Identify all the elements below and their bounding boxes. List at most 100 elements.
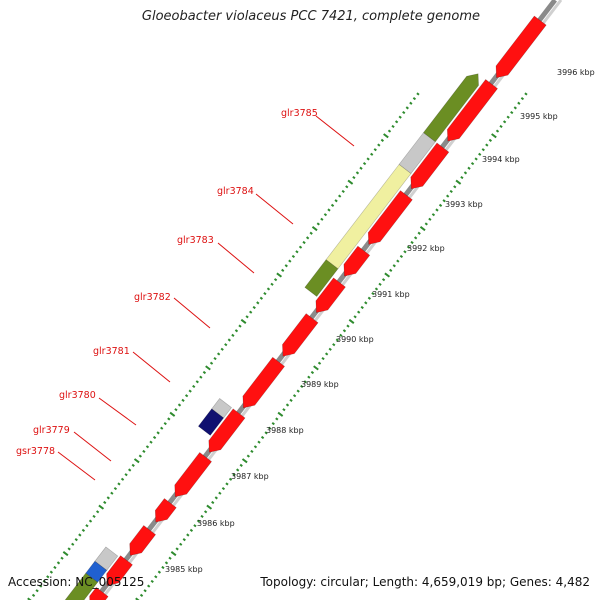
scale-tick: [303, 380, 307, 384]
scale-tick: [205, 365, 211, 371]
kbp-label: 3995 kbp: [520, 112, 558, 121]
gene-feature-olive[interactable]: [423, 73, 479, 143]
kbp-label: 3985 kbp: [165, 565, 203, 574]
gene-arrow-reverse[interactable]: [89, 586, 109, 600]
scale-tick: [152, 435, 157, 440]
gene-label[interactable]: glr3781: [93, 346, 130, 357]
gene-arrow-reverse[interactable]: [367, 190, 413, 245]
topology-text: Topology: circular; Length: 4,659,019 bp…: [260, 575, 590, 589]
scale-tick: [53, 565, 57, 570]
gene-arrow-reverse[interactable]: [242, 356, 286, 409]
scale-tick: [410, 240, 414, 245]
scale-tick: [252, 305, 256, 310]
gene-arrow-reverse[interactable]: [208, 408, 246, 453]
scale-tick: [491, 133, 497, 139]
scale-tick: [284, 264, 288, 268]
scale-tick: [396, 259, 400, 263]
scale-tick: [431, 213, 436, 217]
scale-tick: [288, 259, 292, 263]
scale-tick: [374, 287, 379, 291]
scale-tick: [260, 435, 265, 440]
scale-tick: [321, 357, 325, 361]
scale-tick: [307, 375, 311, 379]
scale-tick: [224, 343, 228, 347]
scale-tick: [332, 343, 336, 347]
scale-tick: [199, 375, 203, 379]
gene-arrow-reverse[interactable]: [282, 313, 319, 357]
scale-tick: [392, 264, 396, 268]
scale-tick: [417, 231, 421, 235]
map-title: Gloeobacter violaceus PCC 7421, complete…: [141, 9, 480, 24]
scale-tick: [481, 148, 485, 152]
gene-label[interactable]: glr3785: [281, 108, 318, 119]
scale-tick: [145, 445, 150, 449]
scale-tick: [266, 287, 271, 291]
scale-tick: [277, 411, 284, 417]
gene-label[interactable]: glr3784: [217, 186, 254, 197]
scale-tick: [263, 292, 267, 296]
gene-arrow-reverse[interactable]: [343, 245, 371, 277]
scale-tick: [31, 593, 36, 597]
gene-label[interactable]: glr3779: [33, 425, 70, 436]
scale-tick: [271, 421, 275, 426]
gene-arrow-reverse[interactable]: [154, 498, 177, 523]
scale-tick: [370, 152, 374, 156]
gene-label[interactable]: glr3782: [134, 292, 171, 303]
gene-label[interactable]: glr3780: [59, 390, 96, 401]
gene-arrow-reverse[interactable]: [174, 452, 212, 498]
scale-tick: [60, 556, 64, 560]
scale-tick: [142, 449, 146, 454]
scale-tick: [110, 491, 114, 495]
gene-arrow-reverse[interactable]: [447, 79, 498, 142]
scale-tick: [517, 101, 521, 105]
kbp-label: 3989 kbp: [301, 380, 339, 389]
scale-tick: [228, 477, 233, 481]
scale-tick: [406, 245, 411, 249]
gene-arrow-reverse[interactable]: [129, 525, 157, 556]
scale-tick: [163, 421, 167, 426]
scale-tick: [362, 162, 367, 166]
gene-label[interactable]: glr3783: [177, 235, 214, 246]
scale-tick: [419, 226, 426, 232]
scale-tick: [327, 208, 331, 212]
scale-tick: [281, 268, 285, 272]
scale-tick: [188, 389, 192, 393]
scale-tick: [347, 179, 354, 185]
scale-tick: [520, 97, 525, 101]
scale-tick: [221, 486, 226, 491]
gene-feature-gray[interactable]: [211, 398, 232, 419]
scale-tick: [264, 431, 268, 435]
scale-tick: [360, 305, 364, 310]
scale-tick: [217, 352, 221, 356]
scale-tick: [67, 547, 71, 551]
kbp-label: 3992 kbp: [407, 244, 445, 253]
scale-tick: [95, 510, 100, 514]
scale-tick: [474, 157, 478, 161]
scale-tick: [413, 236, 418, 240]
scale-tick: [42, 579, 46, 584]
scale-tick: [348, 318, 355, 324]
scale-tick: [120, 477, 125, 481]
gene-label[interactable]: gsr3778: [16, 446, 55, 457]
gene-arrow-reverse[interactable]: [410, 142, 450, 190]
gene-arrow-reverse[interactable]: [495, 15, 547, 79]
scale-tick: [150, 579, 154, 584]
scale-tick: [195, 380, 199, 384]
gene-arrow-reverse[interactable]: [315, 277, 346, 313]
scale-tick: [380, 138, 385, 142]
scale-tick: [214, 496, 218, 500]
kbp-label: 3996 kbp: [557, 68, 595, 77]
scale-tick: [292, 394, 297, 398]
scale-tick: [373, 148, 377, 152]
scale-tick: [455, 179, 462, 185]
scale-tick: [470, 162, 475, 166]
scale-tick: [311, 226, 318, 232]
gene-arrow-reverse[interactable]: [106, 555, 133, 586]
gene-feature-gray[interactable]: [94, 546, 119, 571]
scale-tick: [103, 500, 107, 505]
scale-tick: [181, 398, 185, 402]
scale-tick: [442, 199, 446, 203]
scale-tick: [240, 318, 247, 324]
scale-tick: [161, 565, 165, 570]
scale-tick: [81, 528, 86, 532]
